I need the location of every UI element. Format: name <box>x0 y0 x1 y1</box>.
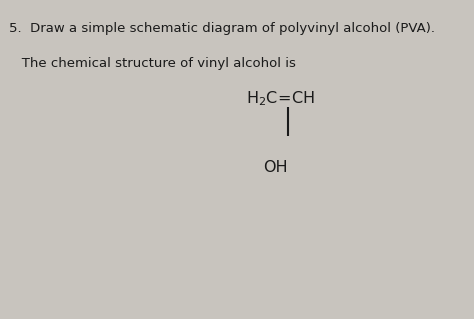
Text: OH: OH <box>263 160 288 174</box>
Text: 5.  Draw a simple schematic diagram of polyvinyl alcohol (PVA).: 5. Draw a simple schematic diagram of po… <box>9 22 436 35</box>
Text: H$_2$C$\!=\!$CH: H$_2$C$\!=\!$CH <box>246 89 316 108</box>
Text: The chemical structure of vinyl alcohol is: The chemical structure of vinyl alcohol … <box>9 57 296 70</box>
